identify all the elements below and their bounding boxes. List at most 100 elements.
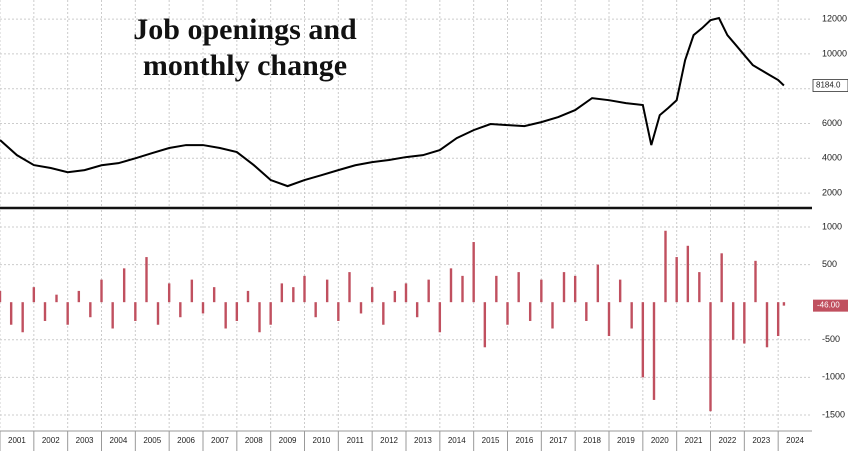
bar xyxy=(292,287,295,303)
bar xyxy=(562,272,566,303)
bar xyxy=(348,272,351,303)
x-tick-label: 2023 xyxy=(752,436,770,445)
y-tick-label: 1000 xyxy=(822,221,842,231)
bar xyxy=(9,302,13,325)
bar xyxy=(246,290,250,303)
bar xyxy=(618,279,622,303)
y-tick-label: -1000 xyxy=(822,372,845,382)
bar xyxy=(664,230,667,303)
x-tick-label: 2008 xyxy=(245,436,263,445)
bar xyxy=(641,302,645,378)
bar xyxy=(540,279,543,303)
y-tick-label: 2000 xyxy=(822,187,842,197)
bar xyxy=(573,275,577,303)
bar xyxy=(449,268,453,303)
bar xyxy=(607,302,611,337)
bar xyxy=(280,283,284,303)
last-value-label: 8184.0 xyxy=(816,81,841,90)
bar xyxy=(0,290,2,303)
bar xyxy=(179,302,182,318)
bar xyxy=(483,302,487,348)
bar xyxy=(190,279,194,303)
x-tick-label: 2016 xyxy=(516,436,534,445)
bar xyxy=(506,302,509,325)
bar xyxy=(337,302,340,321)
bar xyxy=(517,272,520,303)
y-tick-label: 4000 xyxy=(822,153,842,163)
bar xyxy=(111,302,114,329)
x-tick-label: 2018 xyxy=(583,436,601,445)
x-tick-label: 2010 xyxy=(313,436,331,445)
bar xyxy=(43,302,47,321)
bar xyxy=(370,287,374,303)
bar xyxy=(224,302,227,329)
bar xyxy=(438,302,442,333)
bar xyxy=(782,302,786,306)
x-tick-label: 2002 xyxy=(42,436,60,445)
bar xyxy=(145,257,148,303)
bar xyxy=(393,290,397,303)
bar xyxy=(415,302,419,318)
last-value-box xyxy=(812,79,848,92)
bar xyxy=(754,260,757,303)
bar xyxy=(100,279,103,303)
bar xyxy=(359,302,363,314)
x-tick-label: 2014 xyxy=(448,436,466,445)
x-tick-label: 2019 xyxy=(617,436,635,445)
bar xyxy=(765,302,769,348)
x-tick-label: 2020 xyxy=(651,436,669,445)
bar xyxy=(269,302,272,325)
last-value-box xyxy=(813,299,848,312)
x-tick-label: 2003 xyxy=(76,436,94,445)
y-tick-label: 12000 xyxy=(822,14,847,24)
bar xyxy=(472,242,475,303)
bar xyxy=(382,302,385,325)
bar xyxy=(167,283,171,303)
x-tick-label: 2017 xyxy=(549,436,567,445)
x-tick-label: 2004 xyxy=(110,436,128,445)
bar xyxy=(77,290,81,303)
x-tick-label: 2005 xyxy=(143,436,161,445)
bar xyxy=(258,302,261,333)
bar xyxy=(122,268,126,303)
bar xyxy=(551,302,554,329)
y-tick-label: 500 xyxy=(822,259,837,269)
x-tick-label: 2011 xyxy=(347,436,365,445)
last-value-label: -46.00 xyxy=(817,301,840,310)
x-tick-label: 2009 xyxy=(279,436,297,445)
bar xyxy=(201,302,205,314)
bar xyxy=(495,275,498,303)
bar xyxy=(212,287,216,303)
bar xyxy=(596,264,600,303)
chart-title: Job openings and monthly change xyxy=(133,13,357,82)
bar xyxy=(630,302,633,329)
bar xyxy=(325,279,329,303)
bar xyxy=(156,302,160,325)
bar xyxy=(55,294,58,303)
x-tick-label: 2007 xyxy=(211,436,229,445)
y-tick-label: 10000 xyxy=(822,48,847,58)
x-tick-label: 2024 xyxy=(786,436,804,445)
bar xyxy=(235,302,239,321)
bar xyxy=(32,287,36,303)
bar xyxy=(743,302,746,344)
bar xyxy=(66,302,69,325)
bar xyxy=(427,279,430,303)
bar xyxy=(21,302,24,333)
bar xyxy=(314,302,317,318)
bar xyxy=(709,302,712,412)
bar xyxy=(731,302,735,340)
x-tick-label: 2001 xyxy=(8,436,26,445)
x-tick-label: 2006 xyxy=(177,436,195,445)
bar xyxy=(134,302,137,321)
bar xyxy=(404,283,408,303)
line xyxy=(0,16,785,188)
x-tick-label: 2012 xyxy=(380,436,398,445)
bar xyxy=(698,272,701,303)
bar xyxy=(528,302,532,321)
bar xyxy=(303,275,306,303)
bar xyxy=(461,275,464,303)
bar xyxy=(652,302,656,400)
y-tick-label: -500 xyxy=(822,334,840,344)
